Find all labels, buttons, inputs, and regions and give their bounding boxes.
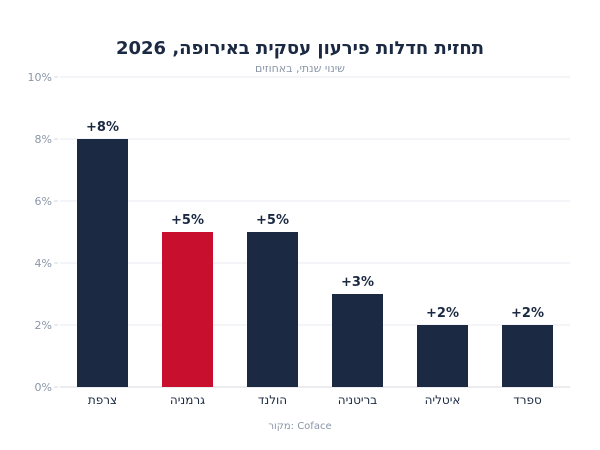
y-tick-label: 4%: [35, 257, 52, 270]
y-tick-label: 0%: [35, 381, 52, 394]
x-tick-label: בריטניה: [338, 393, 378, 407]
data-label: +2%: [511, 306, 544, 321]
data-label: +5%: [256, 213, 289, 228]
y-tick-label: 10%: [28, 71, 52, 84]
x-tick-label: ספרד: [513, 393, 542, 407]
y-tick-label: 2%: [35, 319, 52, 332]
data-label: +2%: [426, 306, 459, 321]
bar: [417, 325, 468, 387]
bar: [162, 232, 213, 387]
data-label: +5%: [171, 213, 204, 228]
bar: [502, 325, 553, 387]
data-label: +3%: [341, 275, 374, 290]
bar: [247, 232, 298, 387]
y-tick-label: 6%: [35, 195, 52, 208]
x-tick-label: צרפת: [88, 393, 117, 407]
bar: [332, 294, 383, 387]
data-label: +8%: [86, 120, 119, 135]
x-tick-label: גרמניה: [170, 393, 205, 407]
y-tick-label: 8%: [35, 133, 52, 146]
chart-subtitle: שינוי שנתי, באחוזים: [255, 62, 345, 75]
x-tick-label: איטליה: [425, 393, 461, 407]
chart-title: תחזית חדלות פירעון עסקית באירופה, 2026: [115, 38, 485, 59]
x-tick-label: הולנד: [258, 393, 287, 407]
bar: [77, 139, 128, 387]
chart-source: מקור: Coface: [268, 421, 332, 432]
